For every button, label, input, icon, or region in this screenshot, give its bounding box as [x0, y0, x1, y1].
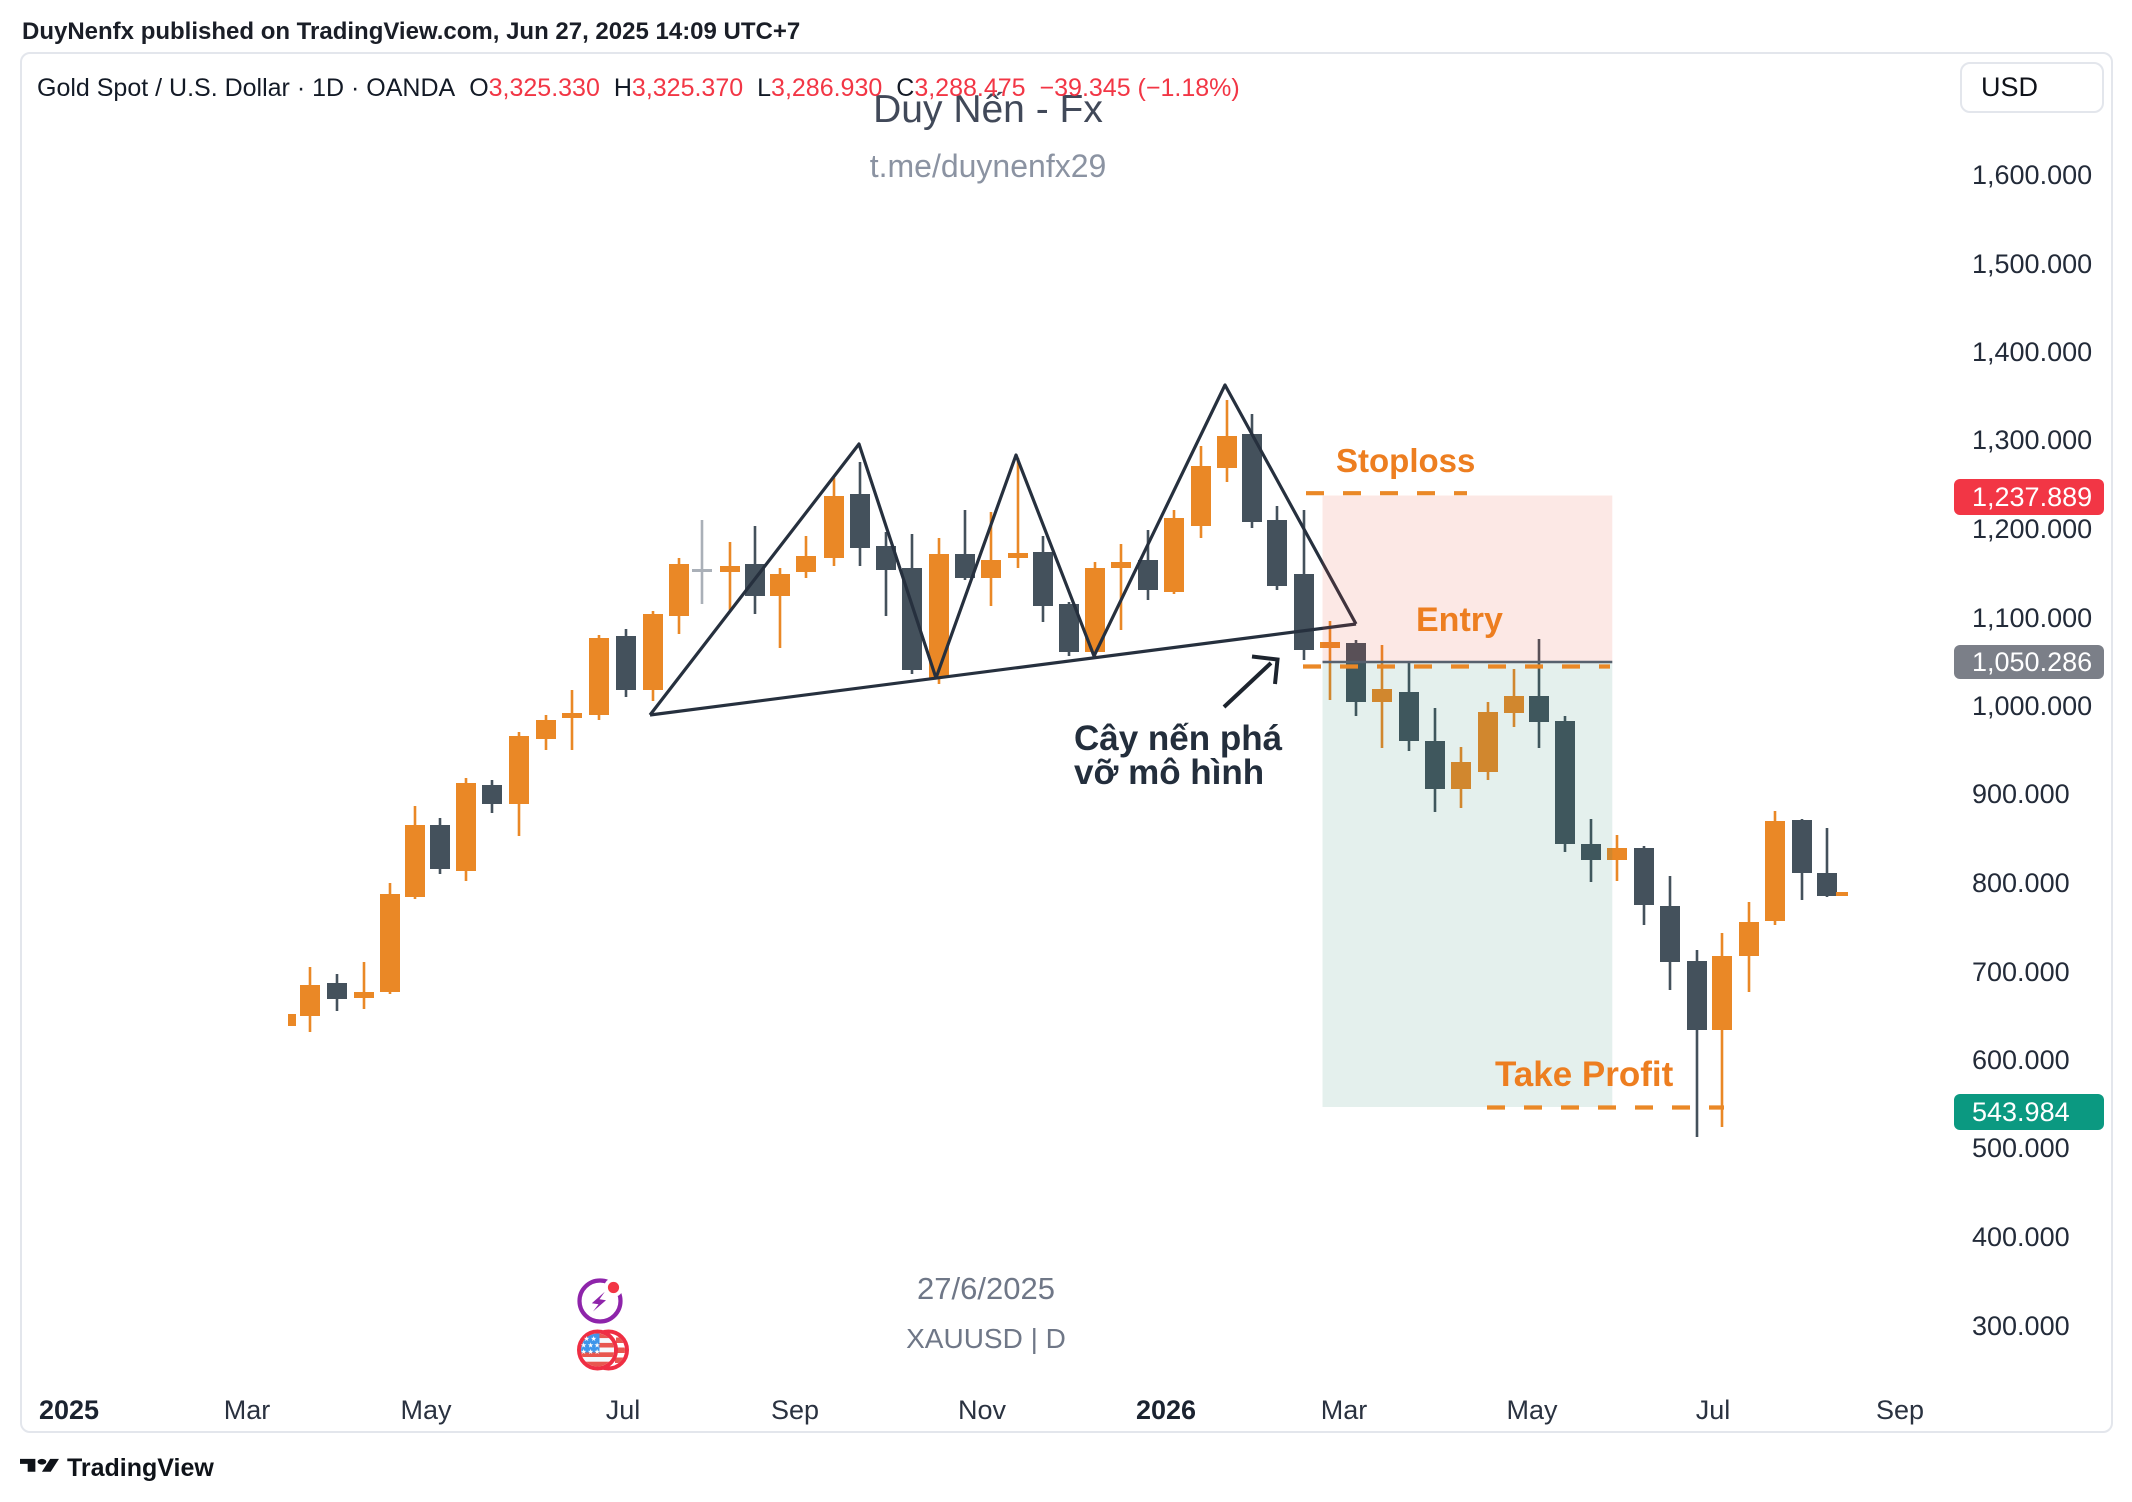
- svg-text:★: ★: [581, 1342, 587, 1350]
- svg-text:★: ★: [594, 1342, 600, 1350]
- svg-text:★: ★: [591, 1335, 597, 1343]
- svg-text:★: ★: [588, 1348, 594, 1356]
- svg-text:★: ★: [588, 1342, 594, 1350]
- svg-text:★: ★: [584, 1335, 590, 1343]
- svg-text:★: ★: [594, 1348, 600, 1356]
- svg-text:★: ★: [581, 1348, 587, 1356]
